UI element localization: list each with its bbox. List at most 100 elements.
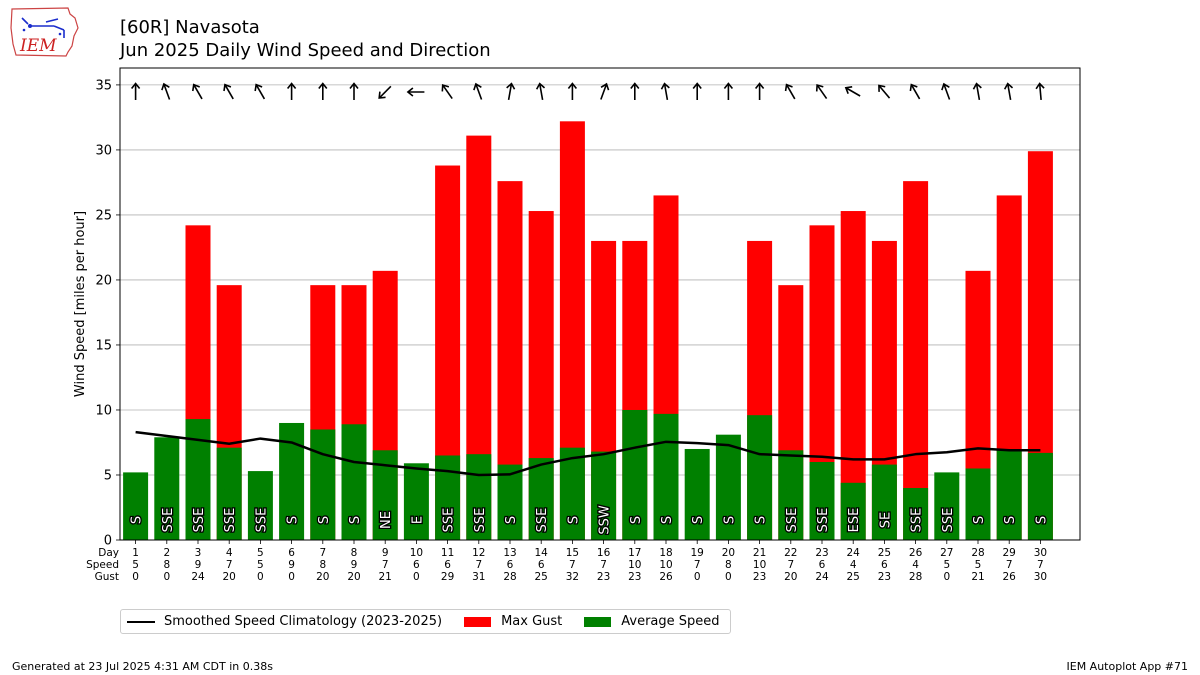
avg-speed-bar [965, 468, 991, 540]
direction-arrow [535, 82, 546, 101]
direction-label: S [504, 516, 519, 524]
table-cell: 5 [257, 559, 264, 571]
logo-text: IEM [19, 36, 57, 56]
direction-label: SSE [535, 508, 550, 533]
direction-label: SSE [941, 508, 956, 533]
direction-label: SSE [816, 508, 831, 533]
direction-label: S [317, 516, 332, 524]
table-cell: 1 [132, 547, 139, 559]
y-tick-label: 35 [95, 78, 112, 93]
table-cell: 8 [319, 559, 326, 571]
table-cell: 25 [847, 571, 860, 583]
arrow-shaft [163, 84, 171, 100]
direction-arrow [286, 82, 297, 100]
direction-arrow [567, 82, 578, 100]
table-cell: 7 [319, 547, 326, 559]
direction-label: S [754, 516, 769, 524]
arrow-shaft [224, 84, 234, 100]
table-row-header: Day [98, 547, 119, 559]
table-cell: 28 [503, 571, 516, 583]
table-row-header: Speed [86, 559, 119, 571]
climatology-line [135, 430, 1041, 477]
arrow-head [600, 82, 610, 91]
table-cell: 0 [132, 571, 139, 583]
arrow-head [815, 83, 824, 92]
avg-speed-bar [653, 413, 679, 540]
direction-arrow [784, 83, 796, 100]
arrow-head [1035, 82, 1045, 90]
direction-labels: S SSE SSE SSE SSE S S S NE E SSE SSE S SSE S SSW S S S S S SS… [128, 504, 1050, 536]
table-cell: 5 [975, 559, 982, 571]
table-cell: 7 [787, 559, 794, 571]
table-cell: 7 [600, 559, 607, 571]
avg-speed-bar [466, 454, 492, 540]
table-cell: 28 [909, 571, 922, 583]
direction-arrow [254, 83, 266, 100]
legend-label-climatology: Smoothed Speed Climatology (2023-2025) [164, 614, 443, 629]
direction-arrow [223, 83, 234, 100]
avg-speed-bar [403, 463, 429, 540]
arrow-shaft [943, 84, 951, 100]
arrow-head [692, 82, 702, 89]
direction-label: S [566, 516, 581, 524]
direction-label: S [629, 516, 644, 524]
table-cell: 21 [971, 571, 984, 583]
table-cell: 24 [847, 547, 861, 559]
direction-label: SSE [910, 508, 925, 533]
direction-arrow [1003, 82, 1014, 101]
arrow-shaft [507, 83, 513, 101]
arrow-shaft [1007, 83, 1012, 101]
avg-speed-bar [715, 434, 741, 540]
table-cell: 26 [659, 571, 673, 583]
legend-item-gust: Max Gust [464, 614, 562, 629]
arrow-head [1003, 82, 1014, 90]
direction-arrow [630, 82, 640, 100]
direction-label: S [286, 516, 301, 524]
direction-arrow [815, 83, 828, 100]
y-tick-label: 10 [95, 403, 112, 418]
table-cell: 21 [379, 571, 392, 583]
direction-arrow [941, 82, 951, 100]
plot-frame [119, 67, 1081, 541]
table-cell: 23 [878, 571, 891, 583]
table-cell: 30 [1034, 547, 1047, 559]
table-cell: 9 [195, 559, 202, 571]
arrow-shaft [539, 83, 544, 101]
table-cell: 22 [784, 547, 797, 559]
legend-line-swatch [127, 620, 155, 623]
table-cell: 4 [850, 559, 857, 571]
y-tick-label: 5 [104, 468, 112, 483]
avg-speed-bar [497, 464, 523, 540]
direction-label: SSE [473, 508, 488, 533]
arrow-shaft [975, 83, 981, 101]
table-cell: 7 [475, 559, 482, 571]
direction-arrow [161, 82, 171, 100]
arrow-head [972, 82, 982, 90]
table-cell: 10 [659, 559, 672, 571]
avg-speed-bar [216, 447, 242, 540]
direction-arrow [692, 82, 702, 100]
y-tick-label: 30 [95, 143, 112, 158]
direction-label: SSE [785, 508, 800, 533]
table-cell: 26 [909, 547, 923, 559]
avg-speed-bar [871, 464, 897, 540]
arrow-head [286, 82, 297, 89]
direction-arrow [723, 82, 734, 100]
arrow-shaft [193, 84, 203, 100]
iem-logo: IEM [8, 6, 80, 62]
direction-label: ESE [847, 508, 862, 533]
y-tick-label: 20 [95, 273, 112, 288]
avg-speed-bar [1027, 452, 1053, 540]
direction-label: SSE [254, 508, 269, 533]
day-speed-gust-table: Day 1 2 3 4 5 6 7 8 9 10 11 12 13 14 15 16 17 18 19 20 21 22 23… [86, 540, 1047, 583]
table-cell: 6 [881, 559, 888, 571]
arrow-head [941, 82, 950, 91]
arrow-head [441, 83, 450, 92]
bars [123, 121, 1053, 541]
table-cell: 20 [223, 571, 236, 583]
avg-speed-bar [809, 461, 835, 540]
table-cell: 7 [1006, 559, 1013, 571]
direction-label: S [660, 516, 675, 524]
arrow-head [567, 82, 578, 89]
table-cell: 7 [1037, 559, 1044, 571]
